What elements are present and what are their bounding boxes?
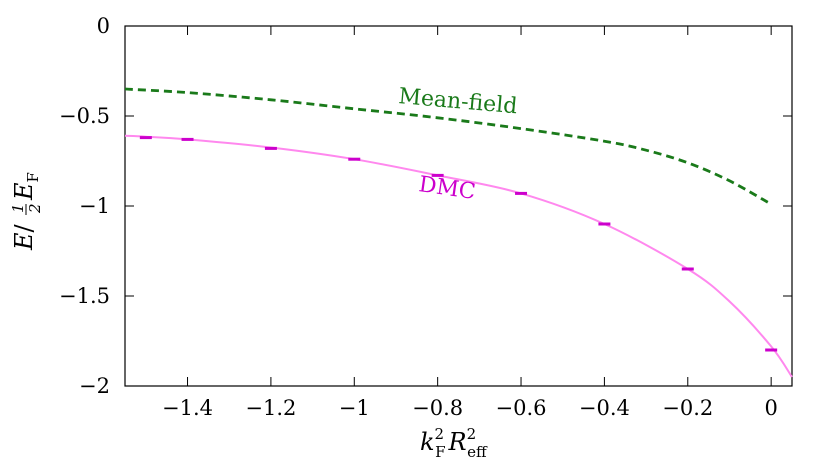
x-tick-label: −1 (339, 396, 370, 420)
svg-text:2: 2 (26, 203, 44, 214)
plot-frame (124, 25, 793, 387)
y-tick-label: −0.5 (59, 104, 110, 128)
series-layer (124, 87, 793, 378)
annotation-dmc: DMC (417, 172, 477, 205)
axis-ticks: −1.4 −1.2 −1 −0.8 −0.6 −0.4 −0.2 0 0 −0.5 −1 −1.5 −2 (59, 14, 792, 420)
x-tick-label: 0 (764, 396, 777, 420)
x-tick-label: −1.2 (245, 396, 296, 420)
dmc-fit-line (124, 134, 793, 378)
x-axis-label: k2 F R2 eff (420, 425, 488, 461)
y-tick-label: −1.5 (59, 284, 110, 308)
x-tick-label: −1.4 (162, 396, 213, 420)
x-tick-label: −0.2 (662, 396, 713, 420)
svg-text:E/: E/ (10, 223, 38, 251)
x-tick-label: −0.4 (579, 396, 630, 420)
y-tick-label: −1 (79, 194, 110, 218)
svg-text:1: 1 (9, 203, 27, 213)
y-axis-label: E/ 1 2 EF (9, 172, 44, 251)
y-tick-label: 0 (97, 14, 110, 38)
x-tick-label: −0.8 (412, 396, 463, 420)
y-tick-label: −2 (79, 374, 110, 398)
x-tick-label: −0.6 (496, 396, 547, 420)
svg-text:EF: EF (10, 172, 42, 201)
mean-field-line (124, 87, 772, 206)
